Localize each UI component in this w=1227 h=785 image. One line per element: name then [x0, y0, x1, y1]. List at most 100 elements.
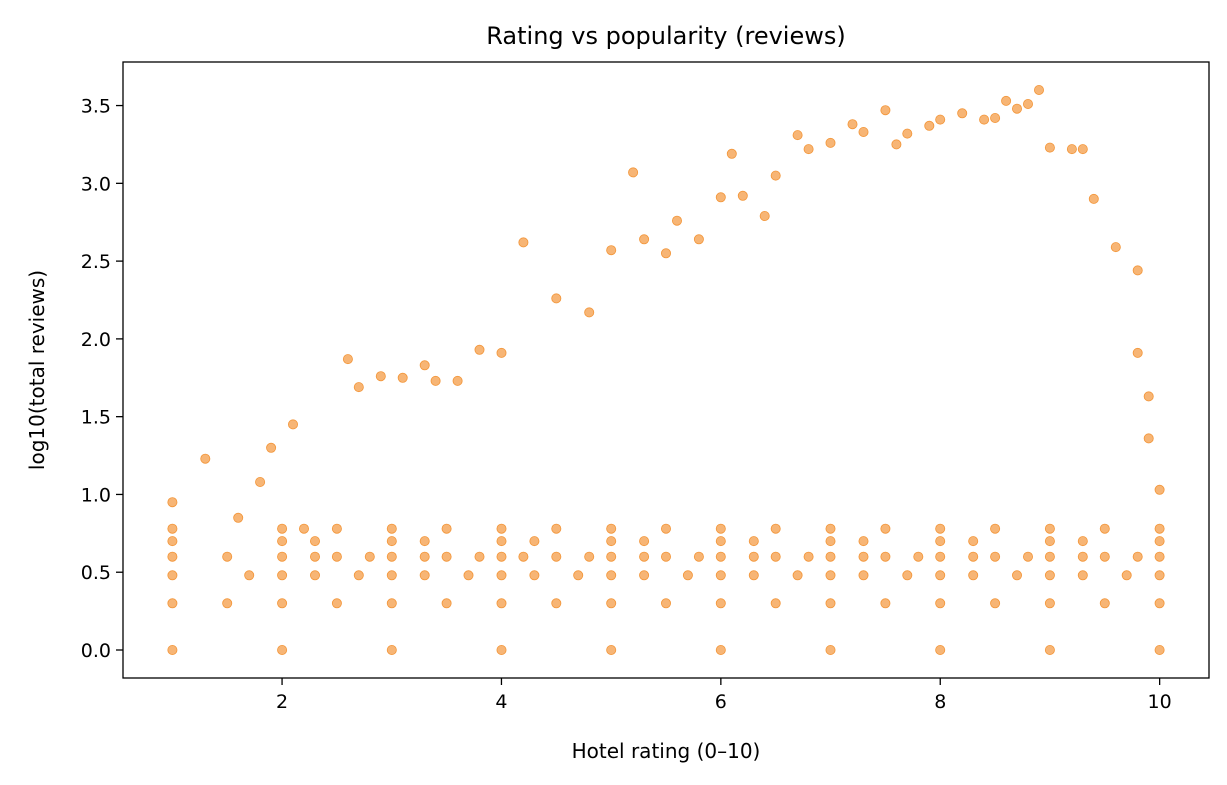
scatter-point: [222, 598, 233, 609]
scatter-point: [825, 551, 836, 562]
plot-frame: [122, 61, 1210, 679]
scatter-point: [496, 347, 507, 358]
scatter-point: [935, 114, 946, 125]
scatter-point: [968, 570, 979, 581]
scatter-point: [1132, 551, 1143, 562]
scatter-point: [902, 128, 913, 139]
scatter-point: [1132, 347, 1143, 358]
scatter-point: [1044, 551, 1055, 562]
scatter-point: [858, 127, 869, 138]
scatter-point: [167, 523, 178, 534]
scatter-point: [1066, 144, 1077, 155]
x-axis-label: Hotel rating (0–10): [572, 739, 761, 763]
scatter-point: [1154, 536, 1165, 547]
scatter-point: [1012, 570, 1023, 581]
scatter-point: [825, 137, 836, 148]
scatter-point: [1077, 570, 1088, 581]
scatter-point: [342, 354, 353, 365]
x-tick-label: 2: [276, 691, 288, 713]
scatter-point: [957, 108, 968, 119]
scatter-point: [825, 523, 836, 534]
scatter-point: [1001, 95, 1012, 106]
scatter-point: [309, 551, 320, 562]
y-tick-label: 0.5: [81, 562, 111, 584]
scatter-point: [1034, 85, 1045, 96]
scatter-point: [1143, 391, 1154, 402]
scatter-point: [825, 570, 836, 581]
scatter-point: [1077, 551, 1088, 562]
scatter-point: [968, 536, 979, 547]
scatter-point: [606, 645, 617, 656]
scatter-point: [748, 551, 759, 562]
scatter-point: [715, 598, 726, 609]
scatter-point: [990, 598, 1001, 609]
scatter-point: [386, 551, 397, 562]
scatter-point: [441, 598, 452, 609]
scatter-point: [715, 523, 726, 534]
scatter-point: [792, 130, 803, 141]
scatter-point: [606, 570, 617, 581]
scatter-point: [858, 570, 869, 581]
y-tick-label: 2.5: [81, 251, 111, 273]
scatter-point: [715, 536, 726, 547]
scatter-point: [386, 570, 397, 581]
scatter-point: [880, 551, 891, 562]
scatter-point: [1099, 598, 1110, 609]
scatter-point: [1154, 598, 1165, 609]
scatter-point: [715, 570, 726, 581]
x-tick-label: 10: [1148, 691, 1172, 713]
scatter-point: [353, 382, 364, 393]
scatter-point: [847, 119, 858, 130]
scatter-point: [167, 570, 178, 581]
scatter-point: [639, 536, 650, 547]
scatter-point: [331, 598, 342, 609]
scatter-point: [759, 210, 770, 221]
scatter-point: [496, 645, 507, 656]
scatter-point: [979, 114, 990, 125]
scatter-point: [573, 570, 584, 581]
scatter-point: [748, 570, 759, 581]
scatter-point: [518, 551, 529, 562]
scatter-point: [1154, 523, 1165, 534]
scatter-point: [1044, 523, 1055, 534]
scatter-point: [902, 570, 913, 581]
scatter-point: [364, 551, 375, 562]
scatter-point: [661, 248, 672, 259]
scatter-point: [880, 105, 891, 116]
points-layer: [167, 85, 1165, 656]
scatter-point: [770, 551, 781, 562]
scatter-point: [748, 536, 759, 547]
scatter-point: [1099, 551, 1110, 562]
scatter-point: [935, 551, 946, 562]
scatter-point: [277, 536, 288, 547]
scatter-point: [968, 551, 979, 562]
scatter-point: [1154, 551, 1165, 562]
scatter-point: [1154, 645, 1165, 656]
scatter-point: [298, 523, 309, 534]
scatter-point: [551, 551, 562, 562]
scatter-point: [792, 570, 803, 581]
scatter-point: [990, 551, 1001, 562]
scatter-point: [496, 551, 507, 562]
scatter-point: [672, 215, 683, 226]
y-axis: 0.0 0.5 1.0 1.5 2.0 2.5 3.0 3.5: [81, 96, 123, 662]
y-tick-label: 0.0: [81, 640, 111, 662]
scatter-point: [1077, 144, 1088, 155]
scatter-point: [1044, 598, 1055, 609]
scatter-point: [353, 570, 364, 581]
scatter-point: [331, 523, 342, 534]
scatter-point: [606, 245, 617, 256]
scatter-point: [309, 536, 320, 547]
scatter-point: [1143, 433, 1154, 444]
scatter-point: [935, 523, 946, 534]
scatter-point: [891, 139, 902, 150]
scatter-point: [935, 570, 946, 581]
scatter-point: [606, 536, 617, 547]
scatter-point: [167, 645, 178, 656]
scatter-point: [277, 523, 288, 534]
scatter-point: [419, 551, 430, 562]
scatter-point: [551, 523, 562, 534]
scatter-point: [386, 536, 397, 547]
scatter-point: [167, 598, 178, 609]
scatter-point: [331, 551, 342, 562]
